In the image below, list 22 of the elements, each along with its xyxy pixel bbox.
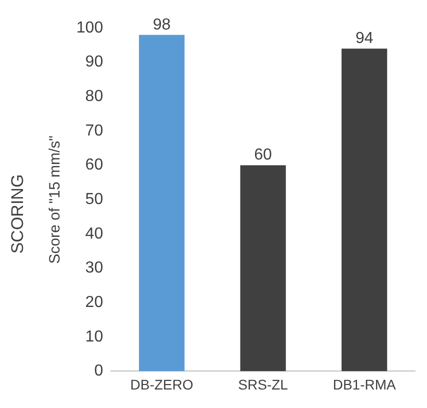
y-tick-label: 20 (85, 294, 104, 311)
y-tick-label: 70 (85, 122, 104, 140)
y-tick-label: 30 (85, 260, 104, 277)
y-tick-label: 80 (85, 88, 104, 106)
y-tick-label: 100 (76, 19, 104, 36)
y-tick-label: 10 (85, 328, 104, 346)
bar (138, 34, 185, 372)
data-label: 98 (152, 16, 171, 34)
bar (240, 165, 286, 372)
data-label: 94 (355, 30, 374, 47)
y-tick-label: 50 (85, 191, 104, 208)
y-tick-label: 40 (85, 225, 104, 242)
x-tick-label: DB-ZERO (130, 376, 194, 392)
data-label: 60 (254, 146, 272, 164)
x-tick-label: DB1-RMA (332, 376, 397, 392)
bar (342, 48, 388, 372)
y-tick-label: 0 (94, 362, 104, 380)
y-tick-label: 90 (85, 54, 104, 71)
x-tick-label: SRS-ZL (238, 376, 288, 392)
y-tick-label: 60 (85, 156, 104, 174)
y-axis-title: Score of "15 mm/s" (46, 136, 64, 264)
text: SCORING (8, 174, 27, 254)
